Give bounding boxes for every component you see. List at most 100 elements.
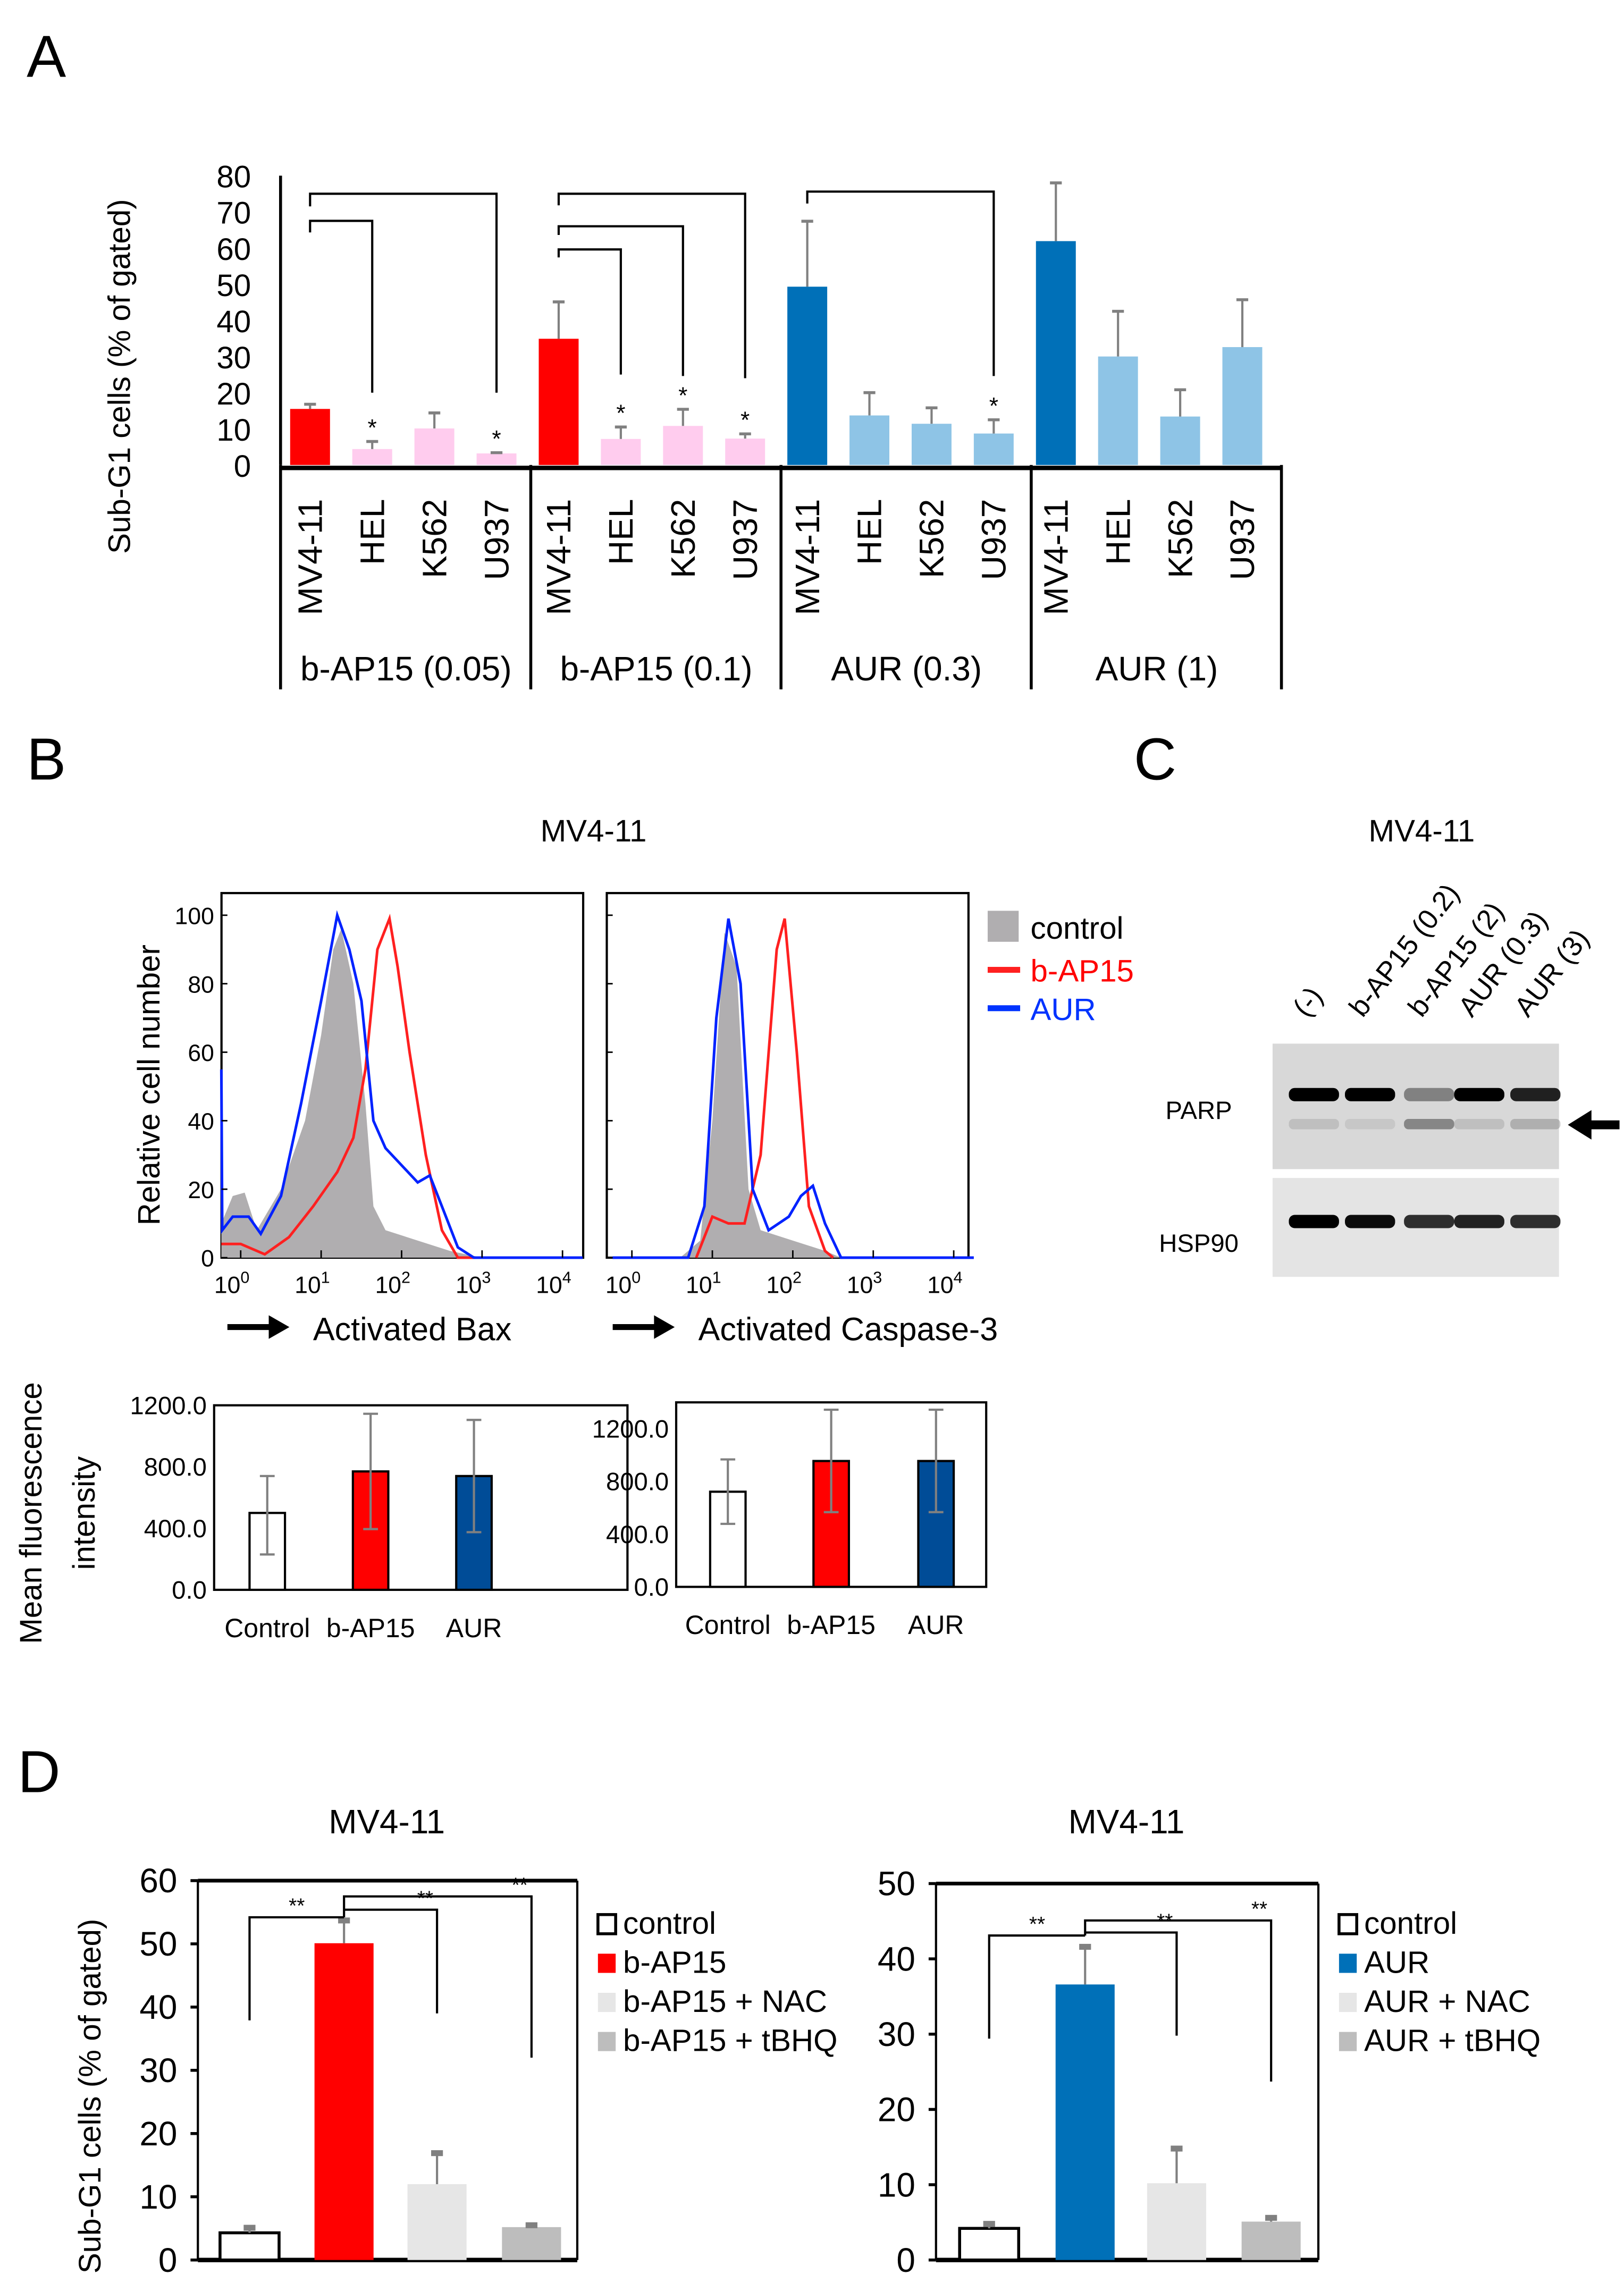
y-tick-label: 0 [158,2241,178,2279]
group-label: b-AP15 (0.05) [300,650,512,688]
bar [787,287,828,465]
panel-letter-a: A [27,23,66,89]
y-tick-label: 10 [139,2178,177,2216]
bar [1036,241,1076,465]
bar [849,415,890,465]
arrow-right-icon [612,1315,675,1339]
y-tick-label: 40 [139,1988,177,2026]
group-label: AUR (1) [1096,650,1218,688]
significance-bracket [557,225,684,376]
x-tick-label: 101 [294,1268,330,1298]
bar [663,426,703,465]
y-tick-label: 0 [896,2241,915,2279]
row-label-parp: PARP [1166,1097,1232,1125]
significance-bracket [806,190,995,376]
category-label: MV4-11 [788,499,827,616]
histogram-line-b-ap15 [695,918,834,1259]
histogram-control-fill [680,932,842,1258]
significance-star: * [989,393,998,419]
y-tick-label: 50 [878,1865,915,1903]
y-tick-label: 1200.0 [592,1415,669,1443]
x-tick-label: 102 [375,1268,410,1298]
legend-label: b-AP15 [623,1945,726,1980]
x-tick-label: 101 [686,1268,721,1298]
band-parp-full [1289,1088,1339,1101]
y-axis-label: Relative cell number [132,945,166,1225]
chart-title: MV4-11 [329,1803,445,1841]
bar [973,433,1014,465]
significance-bracket [557,248,622,375]
bar [1160,416,1200,465]
y-tick-label: 40 [878,1940,915,1978]
band-hsp90 [1404,1215,1454,1228]
category-label: HEL [602,499,640,565]
legend-label: b-AP15 + NAC [623,1984,827,2019]
category-label: Control [224,1613,310,1643]
category-label: U937 [975,499,1013,580]
significance-bracket [557,192,746,378]
legend-swatch [1339,2032,1357,2051]
x-axis-label: Activated Bax [313,1311,511,1347]
significance-bracket [1084,1919,1273,2082]
histogram-line-aur [612,918,974,1259]
chart-title: MV4-11 [1068,1803,1185,1841]
significance-label: ** [512,1874,528,1897]
significance-bracket [344,1908,439,2014]
category-label: b-AP15 [787,1610,876,1640]
bar [725,439,765,465]
legend-swatch-control [987,911,1019,942]
y-tick-label: 60 [139,1862,177,1900]
legend-swatch [598,2032,616,2051]
legend-label-control: control [1031,911,1124,946]
significance-star: * [741,407,750,433]
significance-star: * [678,383,687,409]
bar [407,2184,467,2260]
y-axis-label: Sub-G1 cells (% of gated) [73,1919,107,2273]
y-tick-label: 30 [216,341,251,375]
band-parp-cleaved [1345,1119,1395,1130]
group-label: AUR (0.3) [831,650,982,688]
band-parp-cleaved [1289,1119,1339,1130]
legend-label: control [623,1906,716,1941]
y-tick-label: 400.0 [144,1515,207,1543]
bar [290,409,330,465]
error-cap [431,2150,443,2157]
y-tick-label: 60 [188,1040,214,1066]
significance-label: ** [417,1887,433,1910]
mfi-y-label-line2: intensity [67,1456,102,1570]
panel-b-title: MV4-11 [541,814,647,848]
blot-title: MV4-11 [1369,814,1475,848]
significance-bracket [248,1916,344,2020]
significance-label: ** [1251,1898,1267,1921]
error-cap [1265,2214,1277,2221]
legend-swatch [596,1913,617,1935]
y-tick-label: 20 [188,1177,214,1203]
bar [538,339,579,465]
y-tick-label: 80 [216,160,251,195]
category-label: HEL [1099,499,1137,565]
category-label: b-AP15 [326,1613,415,1643]
bar [1147,2183,1206,2260]
bar [911,424,952,465]
x-tick-label: 103 [847,1268,882,1298]
y-tick-label: 800.0 [144,1453,207,1481]
x-tick-label: 100 [605,1268,641,1298]
y-tick-label: 50 [216,268,251,303]
y-tick-label: 20 [878,2091,915,2129]
row-label-hsp90: HSP90 [1159,1229,1239,1258]
y-tick-label: 10 [878,2166,915,2204]
x-axis-label: Activated Caspase-3 [699,1311,998,1347]
mfi-y-label-line1: Mean fluorescence [14,1382,48,1644]
legend-swatch [1339,1993,1357,2012]
blot-parp-membrane [1272,1043,1559,1169]
category-label: HEL [353,499,391,565]
panel-letter-c: C [1134,726,1176,792]
arrow-left-icon [1568,1110,1620,1140]
y-tick-label: 0.0 [172,1577,207,1605]
legend-swatch-bap15 [987,966,1021,973]
error-cap [525,2222,537,2228]
y-tick-label: 0 [201,1246,214,1272]
band-parp-full [1510,1088,1561,1101]
bar [1098,356,1138,465]
legend-label: b-AP15 + tBHQ [623,2024,837,2058]
